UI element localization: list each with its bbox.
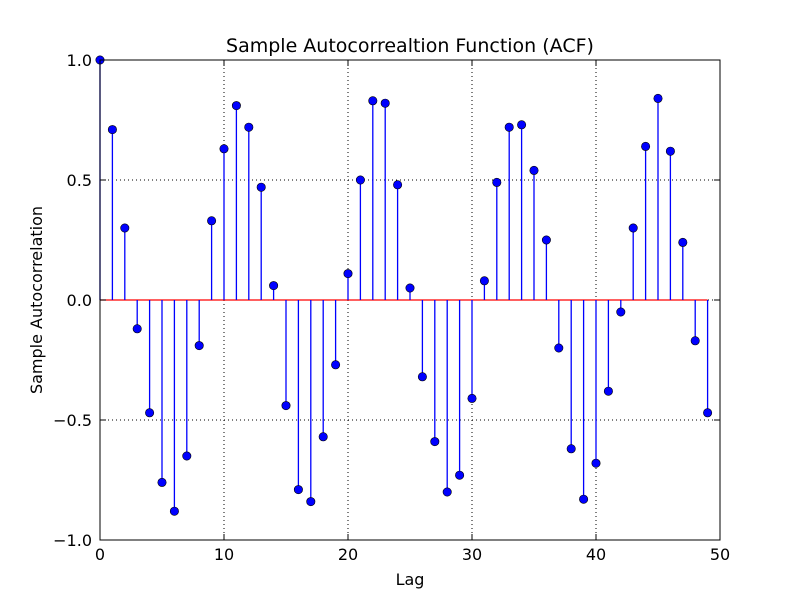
- chart-title: Sample Autocorrealtion Function (ACF): [226, 35, 594, 57]
- stem-marker: [343, 269, 353, 279]
- stem-marker: [393, 180, 403, 190]
- stem-marker: [107, 125, 117, 135]
- x-tick-label: 20: [338, 545, 358, 564]
- stem-marker: [169, 506, 179, 516]
- stem-marker: [517, 120, 527, 130]
- stem-marker: [355, 175, 365, 185]
- x-tick-label: 10: [214, 545, 234, 564]
- stem-marker: [293, 485, 303, 495]
- stem-marker: [479, 276, 489, 286]
- stem-marker: [641, 141, 651, 151]
- stem-marker: [120, 223, 130, 233]
- stem-marker: [678, 237, 688, 247]
- stem-marker: [442, 487, 452, 497]
- stem-marker: [591, 458, 601, 468]
- stem-marker: [703, 408, 713, 418]
- x-tick-label: 40: [586, 545, 606, 564]
- stem-marker: [269, 281, 279, 291]
- axis-ticks: 0 10 20 30 40 50 −1.0 −0.5 0.0 0.5 1.0: [53, 51, 730, 564]
- stem-marker: [194, 341, 204, 351]
- stem-marker: [256, 182, 266, 192]
- stem-marker: [430, 437, 440, 447]
- y-tick-label: 0.0: [67, 291, 92, 310]
- stem-series: [99, 60, 709, 512]
- stem-marker: [132, 324, 142, 334]
- stem-marker: [690, 336, 700, 346]
- stem-marker: [566, 444, 576, 454]
- stem-marker: [603, 386, 613, 396]
- stem-marker: [653, 93, 663, 103]
- stem-marker: [231, 101, 241, 111]
- x-axis-label: Lag: [396, 570, 425, 589]
- marker-series: [95, 55, 713, 516]
- y-tick-label: −0.5: [53, 411, 92, 430]
- stem-marker: [405, 283, 415, 293]
- y-tick-label: 0.5: [67, 171, 92, 190]
- y-tick-label: 1.0: [67, 51, 92, 70]
- x-tick-label: 50: [710, 545, 730, 564]
- stem-marker: [504, 122, 514, 132]
- stem-marker: [182, 451, 192, 461]
- stem-marker: [207, 216, 217, 226]
- stem-marker: [492, 177, 502, 187]
- y-tick-label: −1.0: [53, 531, 92, 550]
- stem-marker: [467, 393, 477, 403]
- stem-marker: [331, 360, 341, 370]
- stem-marker: [219, 144, 229, 154]
- stem-marker: [244, 122, 254, 132]
- stem-marker: [529, 165, 539, 175]
- stem-marker: [145, 408, 155, 418]
- stem-marker: [380, 98, 390, 108]
- stem-marker: [281, 401, 291, 411]
- stem-marker: [306, 497, 316, 507]
- stem-marker: [541, 235, 551, 245]
- stem-marker: [318, 432, 328, 442]
- stem-marker: [455, 470, 465, 480]
- stem-marker: [554, 343, 564, 353]
- stem-marker: [368, 96, 378, 106]
- stem-marker: [157, 477, 167, 487]
- x-tick-label: 0: [95, 545, 105, 564]
- x-tick-label: 30: [462, 545, 482, 564]
- stem-marker: [616, 307, 626, 317]
- stem-marker: [628, 223, 638, 233]
- y-axis-label: Sample Autocorrelation: [27, 206, 46, 394]
- stem-marker: [665, 146, 675, 156]
- stem-marker: [579, 494, 589, 504]
- stem-marker: [417, 372, 427, 382]
